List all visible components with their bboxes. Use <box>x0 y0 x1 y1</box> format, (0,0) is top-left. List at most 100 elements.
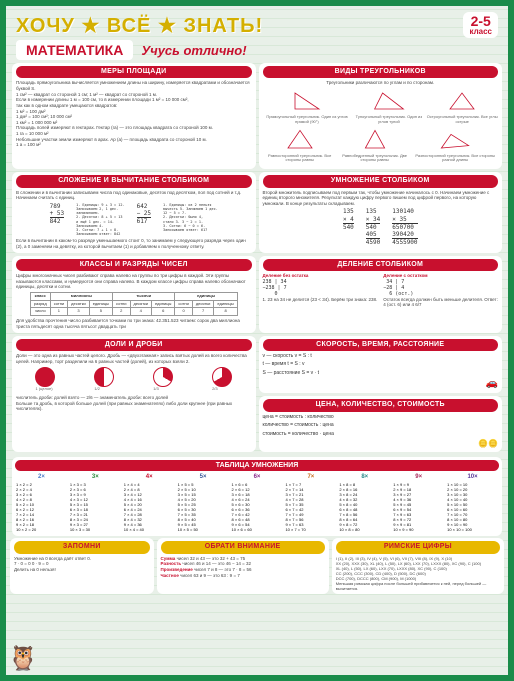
car-icon: 🚗 <box>263 378 499 390</box>
mult-examples: 135× 4540 135× 345404054590 130140× 3565… <box>263 208 499 246</box>
classes-table: классмиллионытысячиединицыразрядсотнидес… <box>30 292 238 316</box>
attention-lines: Сумма чисел 32 и 43 — это 32 + 43 = 75Ра… <box>161 556 325 579</box>
box-remember: ЗАПОМНИ Умножение на 0 всегда даёт ответ… <box>10 538 154 593</box>
mult-title: УМНОЖЕНИЕ СТОЛБИКОМ <box>263 175 499 187</box>
triangles-title: ВИДЫ ТРЕУГОЛЬНИКОВ <box>263 66 499 78</box>
ex2a: 642 <box>137 203 151 210</box>
addition-footer: Если в вычитании в каком-то разряде умен… <box>16 238 252 249</box>
area-units: 1 см² — квадрат со стороной 1 см; 1 м² —… <box>16 92 252 148</box>
triangles-text: Треугольники различаются по углам и по с… <box>263 80 499 86</box>
classes-footer: Для удобства прочтения число разбивается… <box>16 318 252 329</box>
main-title: ХОЧУ ★ ВСЁ ★ ЗНАТЬ! <box>16 13 263 38</box>
grade-word: класс <box>469 28 492 36</box>
triangles-row1: Прямоугольный треугольник. Один из углов… <box>263 89 499 125</box>
fraction-circles: 1 (целое) 1/2 1/3 2/3 <box>16 367 252 392</box>
division-title: ДЕЛЕНИЕ СТОЛБИКОМ <box>263 259 499 271</box>
frac-2third: 2/3 <box>212 387 232 392</box>
tri-iso: Равнобедренный треугольник. Две стороны … <box>337 154 413 164</box>
m3c: 4555900 <box>392 238 417 246</box>
box-division: ДЕЛЕНИЕ СТОЛБИКОМ Деление без остатка238… <box>259 256 503 333</box>
mult-table-section: ТАБЛИЦА УМНОЖЕНИЯ 2×1 × 2 = 22 × 2 = 43 … <box>12 457 502 537</box>
div-text: 1. 23 на 34 не делится (23 < 34). Берём … <box>263 297 378 303</box>
addition-examples: 789+ 53842 1. Единицы: 9 + 3 = 12.Записы… <box>16 203 252 237</box>
price-formulas: цена = стоимость : количествоколичество … <box>263 414 499 439</box>
price-title: ЦЕНА, КОЛИЧЕСТВО, СТОИМОСТЬ <box>263 399 499 411</box>
box-classes: КЛАССЫ И РАЗРЯДЫ ЧИСЕЛ Цифры многозначны… <box>12 256 256 333</box>
ex2c: 617 <box>137 217 151 225</box>
subject-label: МАТЕМАТИКА <box>16 40 133 60</box>
right-col-speed-price: СКОРОСТЬ, ВРЕМЯ, РАССТОЯНИЕ v — скорость… <box>259 336 503 452</box>
coins-icon: 🪙🪙 <box>263 439 499 449</box>
fractions-text: Доли — это одна из равных частей целого.… <box>16 353 252 364</box>
poster: ХОЧУ ★ ВСЁ ★ ЗНАТЬ! 2-5класс МАТЕМАТИКА … <box>0 0 514 681</box>
area-text: Площадь прямоугольника вычисляется умнож… <box>16 80 252 91</box>
frac-den: знаменатель дроби: всего долей <box>100 395 168 400</box>
m1b: × 4 <box>343 216 354 223</box>
subtitle-row: МАТЕМАТИКА Учусь отлично! <box>10 40 504 63</box>
speed-title: СКОРОСТЬ, ВРЕМЯ, РАССТОЯНИЕ <box>263 339 499 351</box>
ex1c: 842 <box>50 217 64 225</box>
remember-lines: Умножение на 0 всегда даёт ответ 0.7 · 0… <box>14 556 150 573</box>
m2b: × 34 <box>366 216 380 223</box>
addition-title: СЛОЖЕНИЕ И ВЫЧИТАНИЕ СТОЛБИКОМ <box>16 175 252 187</box>
inner-content: ХОЧУ ★ ВСЁ ★ ЗНАТЬ! 2-5класс МАТЕМАТИКА … <box>6 6 508 675</box>
div-text2: Остаток всегда должен быть меньше делите… <box>383 297 498 308</box>
speed-formulas: v — скорость v = S : tt — время t = S : … <box>263 353 499 378</box>
grade-badge: 2-5класс <box>463 12 498 38</box>
box-triangles: ВИДЫ ТРЕУГОЛЬНИКОВ Треугольники различаю… <box>259 63 503 169</box>
mult-table-title: ТАБЛИЦА УМНОЖЕНИЯ <box>15 460 499 471</box>
div-ex2: 34 | 7 −28 | 4 6 (ост.) <box>383 279 498 297</box>
tri-scalene: Разносторонний треугольник. Все стороны … <box>412 154 498 164</box>
frac-1: 1 (целое) <box>35 387 55 392</box>
fractions-footer: Больше та дробь, в которой больше долей … <box>16 401 252 412</box>
box-multiplication: УМНОЖЕНИЕ СТОЛБИКОМ Второй множитель под… <box>259 172 503 252</box>
m1c: 540 <box>343 223 354 231</box>
box-area: МЕРЫ ПЛОЩАДИ Площадь прямоугольника вычи… <box>12 63 256 169</box>
roman-lines: I (1), II (2), III (3), IV (4), V (5), V… <box>336 556 500 591</box>
classes-title: КЛАССЫ И РАЗРЯДЫ ЧИСЕЛ <box>16 259 252 271</box>
frac-third: 1/3 <box>153 387 173 392</box>
area-title: МЕРЫ ПЛОЩАДИ <box>16 66 252 78</box>
tri-obtuse: Тупоугольный треугольник. Один из углов … <box>351 115 426 125</box>
addition-text: В сложении и в вычитании записываем числ… <box>16 190 252 201</box>
m2l2: 405 <box>366 231 380 238</box>
motto: Учусь отлично! <box>141 43 246 58</box>
bottom-row: ЗАПОМНИ Умножение на 0 всегда даёт ответ… <box>10 538 504 593</box>
fractions-title: ДОЛИ И ДРОБИ <box>16 339 252 351</box>
ex1b: + 53 <box>50 210 64 217</box>
triangles-row2: Равносторонний треугольник. Все стороны … <box>263 128 499 164</box>
tri-equilateral: Равносторонний треугольник. Все стороны … <box>263 154 337 164</box>
frac-half: 1/2 <box>94 387 114 392</box>
main-grid: МЕРЫ ПЛОЩАДИ Площадь прямоугольника вычи… <box>10 63 504 536</box>
tri-right: Прямоугольный треугольник. Один из углов… <box>263 115 352 125</box>
m3a: 130140 <box>392 208 417 215</box>
tri-acute: Остроугольный треугольник. Все углы остр… <box>426 115 498 125</box>
owl-icon: 🦉 <box>8 644 38 673</box>
m3l1: 650700 <box>392 223 417 231</box>
add-notes1: 1. Единицы: 9 + 3 = 12.Записываем 2, 1 д… <box>76 203 124 237</box>
frac-num: числитель дроби: долей взято <box>16 395 79 400</box>
box-roman: РИМСКИЕ ЦИФРЫ I (1), II (2), III (3), IV… <box>332 538 504 593</box>
m2c: 4590 <box>366 238 380 246</box>
attention-title: ОБРАТИ ВНИМАНИЕ <box>161 541 325 553</box>
mult-grid: 2×1 × 2 = 22 × 2 = 43 × 2 = 64 × 2 = 85 … <box>15 473 499 534</box>
roman-title: РИМСКИЕ ЦИФРЫ <box>336 541 500 553</box>
m3l2: 390420 <box>392 231 417 238</box>
box-price: ЦЕНА, КОЛИЧЕСТВО, СТОИМОСТЬ цена = стоим… <box>259 396 503 451</box>
box-speed: СКОРОСТЬ, ВРЕМЯ, РАССТОЯНИЕ v — скорость… <box>259 336 503 394</box>
grade-num: 2-5 <box>469 14 492 28</box>
classes-text: Цифры многозначных чисел разбивают справ… <box>16 273 252 290</box>
add-notes2: 1. Единицы: из 2 нельзявычесть 5. Занима… <box>163 203 218 237</box>
box-attention: ОБРАТИ ВНИМАНИЕ Сумма чисел 32 и 43 — эт… <box>157 538 329 593</box>
m3b: × 35 <box>392 216 417 223</box>
m1a: 135 <box>343 208 354 215</box>
box-fractions: ДОЛИ И ДРОБИ Доли — это одна из равных ч… <box>12 336 256 452</box>
ex2b: − 25 <box>137 210 151 217</box>
mult-text: Второй множитель подписываем под первым … <box>263 190 499 207</box>
box-addition: СЛОЖЕНИЕ И ВЫЧИТАНИЕ СТОЛБИКОМ В сложени… <box>12 172 256 252</box>
div-ex1: 238 | 34 −238 | 7 0 <box>263 279 378 297</box>
m2l1: 540 <box>366 223 380 231</box>
m2a: 135 <box>366 208 380 215</box>
header: ХОЧУ ★ ВСЁ ★ ЗНАТЬ! 2-5класс <box>10 10 504 40</box>
remember-title: ЗАПОМНИ <box>14 541 150 553</box>
